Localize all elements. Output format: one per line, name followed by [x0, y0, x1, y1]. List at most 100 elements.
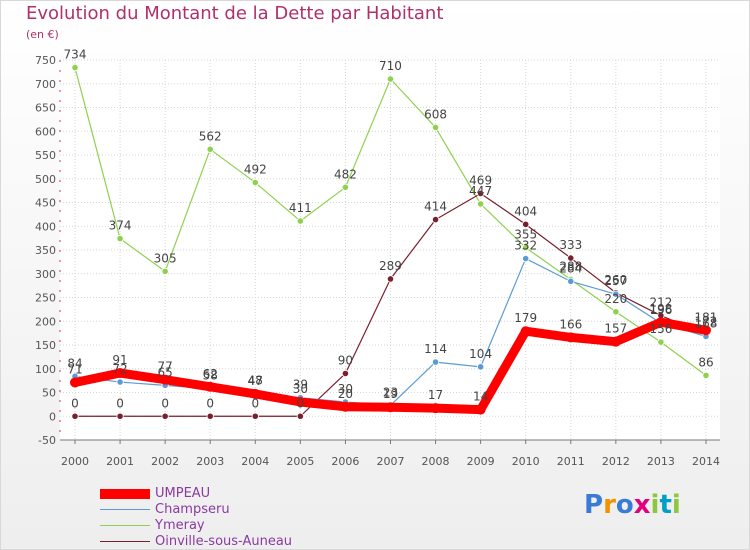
y-tick-label: 650: [35, 102, 56, 115]
y-tick-label: 450: [35, 197, 56, 210]
data-label: 289: [379, 259, 402, 273]
data-point: [386, 75, 395, 83]
y-tick-label: 50: [42, 387, 56, 400]
data-point: [477, 189, 485, 198]
data-point: [295, 397, 306, 407]
data-point: [565, 332, 576, 343]
data-label: 14: [473, 390, 488, 404]
x-tick-label: 2003: [196, 455, 224, 468]
data-label: 332: [514, 239, 537, 253]
data-label: 84: [67, 356, 82, 370]
y-tick-label: 200: [35, 315, 56, 328]
data-label: 333: [559, 238, 582, 252]
data-label: 734: [64, 48, 87, 62]
logo-letter: i: [650, 490, 660, 520]
data-label: 260: [604, 273, 627, 287]
legend-item-umpeau: UMPEAU: [100, 486, 420, 502]
data-label: 212: [649, 296, 672, 310]
data-label: 288: [559, 259, 582, 273]
data-label: 198: [649, 302, 672, 316]
data-label: 469: [469, 173, 492, 187]
data-point: [161, 412, 169, 420]
x-tick-label: 2000: [61, 455, 89, 468]
data-point: [161, 267, 169, 275]
x-tick-label: 2007: [376, 455, 404, 468]
y-tick-label: 400: [35, 220, 56, 233]
data-point: [431, 358, 440, 366]
legend-item-oinville: Oinville-sous-Auneau: [100, 534, 420, 550]
data-point: [116, 235, 124, 243]
legend-swatch: [100, 509, 150, 510]
data-point: [206, 145, 214, 153]
data-point: [477, 200, 485, 208]
data-point: [116, 378, 124, 386]
data-point: [296, 412, 304, 420]
data-label: 114: [424, 342, 447, 356]
data-label: 30: [293, 382, 308, 396]
logo-letter: x: [633, 490, 651, 520]
data-label: 156: [649, 322, 672, 336]
data-point: [341, 369, 350, 378]
data-point: [522, 244, 530, 252]
legend-swatch: [100, 489, 150, 499]
data-label: 181: [695, 310, 718, 324]
data-point: [567, 277, 575, 285]
data-label: 0: [206, 396, 214, 410]
y-tick-label: -50: [38, 434, 56, 447]
data-label: 72: [112, 362, 127, 376]
data-label: 65: [157, 365, 172, 379]
data-label: 172: [695, 315, 718, 329]
data-label: 0: [71, 396, 79, 410]
data-label: 168: [695, 316, 718, 330]
legend-label: UMPEAU: [155, 486, 211, 501]
x-tick-label: 2006: [331, 455, 359, 468]
data-label: 166: [559, 317, 582, 331]
y-tick-label: 100: [35, 363, 56, 376]
data-point: [431, 123, 440, 132]
data-label: 17: [428, 388, 443, 402]
y-tick-label: 600: [35, 125, 56, 138]
y-tick-label: 500: [35, 173, 56, 186]
data-label: 257: [604, 274, 627, 288]
data-point: [71, 64, 79, 72]
data-point: [702, 371, 710, 379]
data-label: 411: [289, 201, 312, 215]
data-label: 62: [203, 367, 218, 381]
y-tick-label: 750: [35, 54, 56, 67]
data-label: 562: [199, 129, 222, 143]
data-label: 58: [203, 369, 218, 383]
data-label: 23: [383, 385, 398, 399]
data-point: [250, 388, 261, 399]
y-tick-label: 350: [35, 244, 56, 257]
data-point: [612, 308, 620, 316]
data-label: 48: [248, 373, 263, 387]
data-label: 220: [604, 292, 627, 306]
logo-letter: t: [659, 490, 672, 520]
legend-label: Champseru: [155, 502, 230, 517]
x-tick-label: 2009: [467, 455, 495, 468]
data-point: [206, 412, 214, 420]
chart-subtitle: (en €): [26, 28, 59, 41]
legend: UMPEAU Champseru Ymeray Oinville-sous-Au…: [100, 486, 420, 550]
data-label: 157: [604, 322, 627, 336]
data-point: [386, 275, 395, 283]
data-point: [70, 377, 80, 388]
data-label-layer: 7343743055624924114827106084473552882201…: [64, 48, 718, 411]
logo-letter: o: [615, 490, 634, 520]
legend-swatch: [100, 541, 150, 542]
series-layer: [70, 64, 711, 420]
data-label: 0: [161, 396, 169, 410]
data-point: [71, 412, 79, 420]
data-point: [430, 403, 441, 414]
y-tick-label: 550: [35, 149, 56, 162]
x-tick-label: 2013: [647, 455, 675, 468]
data-label: 374: [109, 219, 132, 233]
data-label: 20: [338, 387, 353, 401]
data-label: 196: [649, 303, 672, 317]
data-label: 39: [293, 378, 308, 392]
chart-title: Evolution du Montant de la Dette par Hab…: [26, 3, 444, 24]
data-point: [612, 290, 620, 298]
data-point: [610, 336, 621, 347]
x-tick-label: 2001: [106, 455, 134, 468]
